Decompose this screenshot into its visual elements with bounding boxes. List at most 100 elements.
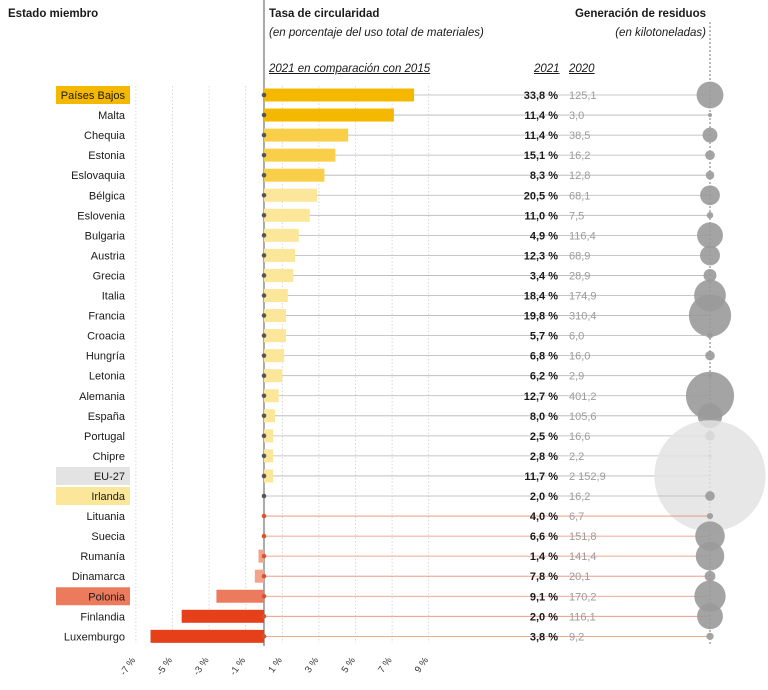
country-label-italia: Italia [102, 291, 126, 303]
waste-bubble-dinamarca [704, 570, 716, 582]
country-label-hungria: Hungría [86, 351, 126, 363]
rate-2021-paises-bajos: 33,8 % [524, 90, 558, 102]
country-label-lituania: Lituania [86, 511, 125, 523]
waste-bubble-eu-27 [654, 420, 766, 532]
waste-2020-hungria: 16,0 [569, 351, 590, 363]
waste-2020-alemania: 401,2 [569, 391, 597, 403]
country-label-paises-bajos: Países Bajos [61, 90, 126, 102]
zero-marker-rumania [261, 553, 267, 559]
rate-2021-dinamarca: 7,8 % [530, 571, 558, 583]
rate-2021-italia: 18,4 % [524, 291, 558, 303]
header-year-2020: 2020 [569, 63, 595, 75]
bar-paises-bajos [264, 88, 415, 102]
waste-2020-luxemburgo: 9,2 [569, 631, 584, 643]
waste-bubble-irlanda [705, 491, 715, 501]
country-label-portugal: Portugal [84, 431, 125, 443]
zero-marker-suecia [261, 533, 267, 539]
rate-2021-eu-27: 11,7 % [524, 471, 558, 483]
zero-marker-estonia [261, 152, 267, 158]
rate-2021-belgica: 20,5 % [524, 190, 558, 202]
rate-2021-espana: 8,0 % [530, 411, 558, 423]
waste-2020-portugal: 16,6 [569, 431, 590, 443]
country-label-belgica: Bélgica [89, 190, 126, 202]
waste-bubble-belgica [700, 185, 720, 206]
bar-bulgaria [264, 228, 299, 242]
zero-marker-irlanda [261, 493, 267, 499]
bar-malta [264, 108, 394, 122]
waste-2020-croacia: 6,0 [569, 331, 584, 343]
zero-marker-austria [261, 253, 267, 258]
rate-2021-finlandia: 2,0 % [530, 611, 558, 623]
waste-bubble-alemania [685, 371, 735, 420]
zero-marker-italia [261, 293, 267, 298]
bar-chipre [264, 449, 274, 463]
rate-2021-polonia: 9,1 % [530, 591, 558, 603]
waste-2020-eslovaquia: 12,8 [569, 170, 590, 182]
waste-bubble-hungria [705, 350, 715, 361]
bar-grecia [264, 268, 294, 282]
zero-marker-chipre [261, 453, 267, 459]
waste-bubble-croacia [707, 332, 713, 339]
zero-marker-francia [261, 313, 267, 318]
rate-2021-chipre: 2,8 % [530, 451, 558, 463]
rate-2021-grecia: 3,4 % [530, 270, 558, 282]
waste-2020-chipre: 2,2 [569, 451, 584, 463]
waste-2020-rumania: 141,4 [569, 551, 597, 563]
rate-2021-suecia: 6,6 % [530, 531, 558, 543]
waste-bubble-rumania [695, 541, 725, 571]
waste-bubble-suecia [695, 521, 725, 551]
x-tick-label: 7 % [376, 655, 395, 675]
bar-eslovaquia [264, 168, 325, 182]
bar-portugal [264, 429, 274, 443]
x-tick-label: -3 % [191, 655, 212, 678]
waste-2020-estonia: 16,2 [569, 150, 590, 162]
bar-hungria [264, 349, 285, 363]
rate-2021-letonia: 6,2 % [530, 371, 558, 383]
bar-letonia [264, 369, 283, 383]
header-year-2021: 2021 [534, 63, 560, 75]
x-tick-label: -7 % [118, 655, 139, 678]
highlight-paises-bajos [56, 86, 130, 104]
waste-2020-grecia: 28,9 [569, 270, 590, 282]
bar-dinamarca [254, 569, 264, 583]
country-label-chipre: Chipre [93, 451, 125, 463]
country-label-espana: España [88, 411, 126, 423]
waste-2020-austria: 68,9 [569, 250, 590, 262]
country-label-eu-27: EU-27 [94, 471, 125, 483]
rate-2021-bulgaria: 4,9 % [530, 230, 558, 242]
waste-2020-francia: 310,4 [569, 311, 597, 323]
country-label-croacia: Croacia [87, 331, 126, 343]
zero-marker-letonia [261, 373, 267, 379]
country-label-bulgaria: Bulgaria [85, 230, 126, 242]
highlight-eu-27 [56, 466, 130, 485]
country-label-letonia: Letonia [89, 371, 126, 383]
zero-marker-eu-27 [261, 473, 267, 479]
zero-marker-lituania [261, 513, 267, 519]
highlight-polonia [56, 587, 130, 606]
country-label-malta: Malta [98, 110, 126, 122]
header-waste-subtitle: (en kilotoneladas) [615, 27, 706, 39]
waste-bubble-bulgaria [697, 222, 723, 249]
x-tick-label: -1 % [228, 655, 249, 678]
waste-2020-belgica: 68,1 [569, 190, 590, 202]
rate-2021-eslovenia: 11,0 % [524, 210, 558, 222]
bar-austria [264, 248, 296, 262]
header-waste-title: Generación de residuos [574, 8, 706, 20]
header-member-state: Estado miembro [8, 8, 99, 20]
zero-marker-polonia [261, 593, 267, 599]
zero-marker-eslovaquia [261, 172, 267, 178]
waste-2020-malta: 3,0 [569, 110, 584, 122]
zero-marker-grecia [261, 273, 267, 278]
waste-2020-dinamarca: 20,1 [569, 571, 590, 583]
waste-bubble-francia [688, 294, 732, 337]
country-label-luxemburgo: Luxemburgo [64, 631, 125, 643]
waste-bubble-malta [707, 112, 713, 118]
zero-marker-hungria [261, 353, 267, 358]
zero-marker-finlandia [261, 614, 267, 619]
x-tick-label: -5 % [155, 655, 176, 678]
x-tick-label: 3 % [303, 655, 322, 675]
rate-2021-portugal: 2,5 % [530, 431, 558, 443]
waste-bubble-luxemburgo [706, 632, 714, 640]
rate-2021-rumania: 1,4 % [530, 551, 558, 563]
